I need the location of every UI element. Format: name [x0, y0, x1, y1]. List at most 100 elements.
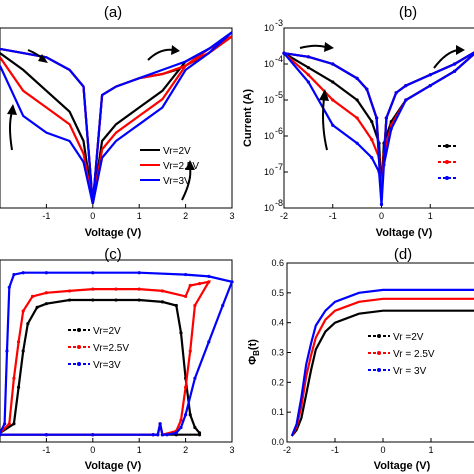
panel-b-arrow-left-head [319, 89, 329, 101]
panel-b-xtick-label: -1 [329, 211, 337, 221]
panel-c-point [114, 287, 118, 291]
panel-d-label: (d) [394, 246, 412, 263]
panel-c-point [151, 433, 155, 437]
panel-c-frame [0, 259, 233, 443]
panel-c-point [193, 425, 197, 430]
panel-d-xtick-label: 1 [428, 445, 433, 455]
panel-a-legend-label: Vr=2V [163, 146, 191, 157]
panel-b-point [453, 62, 457, 66]
panel-a-arrow-top-right [147, 48, 175, 61]
panel-c-point [44, 433, 49, 437]
panel-b-point [370, 120, 374, 124]
panel-b-point [370, 156, 374, 160]
panel-a-arrow-right [181, 167, 192, 201]
panel-a-arrow-left-head [7, 104, 17, 115]
panel-d-xlabel: Voltage (V) [374, 460, 431, 472]
panel-c-point [12, 422, 16, 426]
panel-b-arrow-right [433, 49, 459, 69]
panel-c-point [174, 303, 178, 308]
panel-b-arrow-top [299, 44, 327, 49]
panel-c-point [184, 385, 188, 389]
panel-c-point [5, 349, 9, 353]
panel-b-ticks: -2 -1 0 110-810-710-610-510-410-3 [264, 18, 433, 221]
panel-c-point [12, 376, 16, 380]
panel-d-legend-label: Vr = 2.5V [393, 349, 435, 360]
panel-c-point [0, 433, 2, 437]
panel-b-ytick-label: 10 [264, 203, 274, 213]
panel-c-point [207, 274, 211, 278]
panel-b-legend [438, 144, 456, 180]
panel-b-point [404, 98, 408, 102]
panel-b-point [384, 116, 388, 120]
panel-b-point [404, 84, 408, 88]
panel-c-point [179, 425, 183, 430]
panel-b-point [331, 62, 335, 66]
panel-c-point [44, 291, 49, 295]
panel-c-point [21, 309, 25, 313]
panel-c-legend-marker [77, 362, 81, 366]
panel-d-series-2 [290, 288, 474, 437]
panel-d-legend: Vr =2V Vr = 2.5V Vr = 3V [368, 332, 435, 377]
panel-d-ytick-label: 0.5 [271, 288, 284, 298]
panel-d-ytick-label: 0.1 [271, 407, 284, 417]
panel-c-point [44, 302, 49, 306]
panel-a-arrow-left [9, 111, 13, 151]
panel-b-arrow-top-head [324, 42, 334, 52]
panel-b-xtick-label: 0 [379, 211, 384, 221]
panel-b-point [377, 170, 381, 174]
panel-b-point [282, 51, 286, 55]
panel-d-curves [290, 288, 474, 437]
panel-d-series-1 [290, 297, 474, 437]
panel-b-point [375, 116, 379, 120]
panel-c-point [35, 305, 39, 309]
panel-b-arrow-left [322, 97, 328, 151]
panel-b-ytick-exponent: -8 [275, 198, 283, 208]
panel-d-xtick-label: -1 [331, 445, 339, 455]
panel-d-legend-marker [377, 368, 381, 372]
panel-c-point [184, 413, 188, 417]
panel-c-point [221, 303, 225, 308]
panel-b-point [394, 91, 398, 95]
panel-b-arrow-right-head [456, 45, 465, 55]
panel-d: (d) -2 -1 0 1 0.0 0.1 0.2 0.3 0.4 0.5 0.6 ΦB(t) Vo… [247, 246, 474, 472]
panel-c-point [26, 322, 30, 326]
panel-c-point [91, 271, 95, 275]
panel-c-point [179, 331, 183, 335]
panel-c-point [197, 282, 202, 286]
panel-c-point [188, 283, 192, 288]
panel-b-point [355, 116, 359, 120]
panel-c-point [114, 298, 118, 302]
panel-a-xticks: -1 0 1 2 3 [42, 204, 235, 221]
panel-c-xlabel: Voltage (V) [85, 460, 142, 472]
panel-a-frame [0, 27, 233, 209]
panel-c-point [68, 298, 72, 302]
panel-b-point [306, 66, 310, 70]
panel-c-point [160, 433, 164, 437]
panel-b-point [370, 138, 374, 142]
panel-d-ticks: -2 -1 0 1 0.0 0.1 0.2 0.3 0.4 0.5 0.6 [271, 258, 433, 455]
panel-a: (a) -1 0 1 2 3 Voltage (V) Vr=2V Vr=2.5V Vr=3V [0, 4, 235, 239]
panel-b-point [382, 163, 386, 167]
panel-c-legend-label: Vr=2V [93, 326, 121, 337]
panel-b-ytick-exponent: -3 [275, 18, 283, 28]
panel-b-curves [282, 51, 474, 206]
panel-c-point [184, 294, 188, 298]
panel-c-point [137, 287, 141, 291]
panel-c-point [160, 300, 164, 304]
panel-c-point [68, 289, 72, 293]
panel-b-ytick-label: 10 [264, 131, 274, 141]
panel-d-legend-marker [377, 334, 381, 338]
panel-c-point [30, 294, 35, 298]
panel-d-series-0 [290, 309, 474, 437]
panel-a-arrow-top-left-head [38, 54, 48, 63]
panel-b-point [331, 98, 335, 102]
panel-d-ytick-label: 0.6 [271, 258, 284, 268]
panel-d-ylabel: ΦB(t) [247, 339, 261, 365]
panel-b-ytick-exponent: -5 [275, 90, 283, 100]
panel-c-point [21, 271, 25, 275]
panel-c-point [165, 433, 169, 437]
panel-d-legend-label: Vr = 3V [393, 366, 427, 377]
panel-a-xtick-label: 2 [183, 211, 188, 221]
panel-c-point [230, 280, 234, 284]
panel-b-ytick-label: 10 [264, 23, 274, 33]
